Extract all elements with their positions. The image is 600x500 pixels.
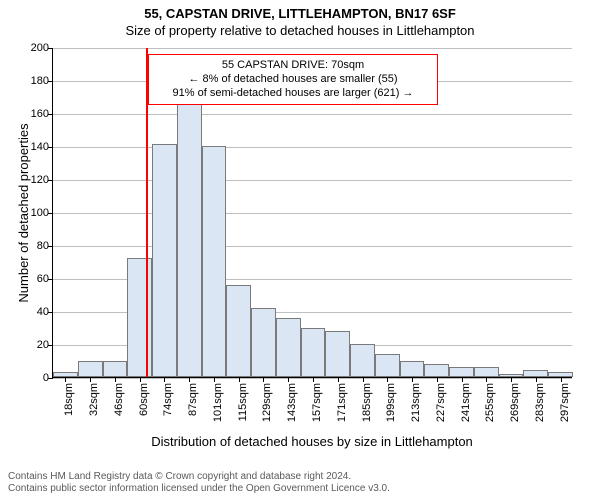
annotation-line: 55 CAPSTAN DRIVE: 70sqm: [155, 59, 431, 73]
ytick-label: 100: [31, 207, 53, 219]
footer-line: Contains public sector information licen…: [8, 483, 592, 495]
ytick-label: 40: [37, 306, 53, 318]
xtick-label: 101sqm: [212, 383, 224, 422]
attribution-footer: Contains HM Land Registry data © Crown c…: [0, 467, 600, 500]
xtick-label: 199sqm: [385, 383, 397, 422]
xtick-label: 269sqm: [509, 383, 521, 422]
histogram-bar: [276, 318, 301, 377]
xtick-label: 283sqm: [534, 383, 546, 422]
xtick-label: 87sqm: [187, 383, 199, 416]
xtick-label: 129sqm: [261, 383, 273, 422]
xtick-label: 185sqm: [361, 383, 373, 422]
histogram-bar: [177, 87, 202, 377]
gridline: [53, 147, 572, 148]
ytick-label: 140: [31, 141, 53, 153]
xtick-mark: [65, 377, 66, 382]
histogram-bar: [474, 367, 499, 377]
histogram-bar: [152, 144, 177, 377]
xtick-label: 255sqm: [484, 383, 496, 422]
xtick-mark: [338, 377, 339, 382]
ytick-label: 180: [31, 75, 53, 87]
histogram-bar: [325, 331, 350, 377]
histogram-bar: [226, 285, 251, 377]
xtick-mark: [239, 377, 240, 382]
chart-title-primary: 55, CAPSTAN DRIVE, LITTLEHAMPTON, BN17 6…: [0, 0, 600, 21]
xtick-mark: [437, 377, 438, 382]
gridline: [53, 213, 572, 214]
histogram-bar: [424, 364, 449, 377]
histogram-bar: [400, 361, 425, 378]
xtick-mark: [214, 377, 215, 382]
annotation-box: 55 CAPSTAN DRIVE: 70sqm ← 8% of detached…: [148, 54, 438, 105]
xtick-label: 18sqm: [63, 383, 75, 416]
gridline: [53, 246, 572, 247]
y-axis-label: Number of detached properties: [16, 123, 31, 302]
xtick-mark: [536, 377, 537, 382]
xtick-mark: [90, 377, 91, 382]
ytick-label: 0: [43, 372, 53, 384]
xtick-mark: [288, 377, 289, 382]
ytick-label: 20: [37, 339, 53, 351]
annotation-line: 91% of semi-detached houses are larger (…: [155, 87, 431, 101]
ytick-label: 200: [31, 42, 53, 54]
histogram-bar: [375, 354, 400, 377]
xtick-mark: [115, 377, 116, 382]
chart-title-secondary: Size of property relative to detached ho…: [0, 21, 600, 38]
xtick-mark: [189, 377, 190, 382]
gridline: [53, 48, 572, 49]
annotation-line: ← 8% of detached houses are smaller (55): [155, 73, 431, 87]
x-axis-label: Distribution of detached houses by size …: [52, 434, 572, 449]
histogram-bar: [103, 361, 128, 378]
xtick-mark: [511, 377, 512, 382]
xtick-label: 46sqm: [113, 383, 125, 416]
histogram-bar: [202, 146, 227, 377]
xtick-mark: [263, 377, 264, 382]
xtick-label: 227sqm: [435, 383, 447, 422]
gridline: [53, 114, 572, 115]
xtick-mark: [140, 377, 141, 382]
xtick-mark: [363, 377, 364, 382]
xtick-label: 297sqm: [559, 383, 571, 422]
xtick-label: 157sqm: [311, 383, 323, 422]
xtick-mark: [313, 377, 314, 382]
xtick-mark: [387, 377, 388, 382]
ytick-label: 60: [37, 273, 53, 285]
xtick-mark: [462, 377, 463, 382]
xtick-label: 213sqm: [410, 383, 422, 422]
ytick-label: 80: [37, 240, 53, 252]
histogram-bar: [251, 308, 276, 377]
xtick-label: 171sqm: [336, 383, 348, 422]
xtick-label: 143sqm: [286, 383, 298, 422]
footer-line: Contains HM Land Registry data © Crown c…: [8, 471, 592, 483]
xtick-label: 115sqm: [237, 383, 249, 421]
xtick-mark: [412, 377, 413, 382]
histogram-bar: [523, 370, 548, 377]
histogram-bar: [449, 367, 474, 377]
histogram-bar: [301, 328, 326, 378]
xtick-mark: [561, 377, 562, 382]
histogram-bar: [350, 344, 375, 377]
xtick-mark: [164, 377, 165, 382]
xtick-label: 241sqm: [460, 383, 472, 422]
xtick-mark: [486, 377, 487, 382]
ytick-label: 160: [31, 108, 53, 120]
xtick-label: 74sqm: [162, 383, 174, 416]
xtick-label: 32sqm: [88, 383, 100, 416]
ytick-label: 120: [31, 174, 53, 186]
xtick-label: 60sqm: [138, 383, 150, 416]
gridline: [53, 180, 572, 181]
histogram-bar: [78, 361, 103, 378]
histogram-bar: [127, 258, 152, 377]
